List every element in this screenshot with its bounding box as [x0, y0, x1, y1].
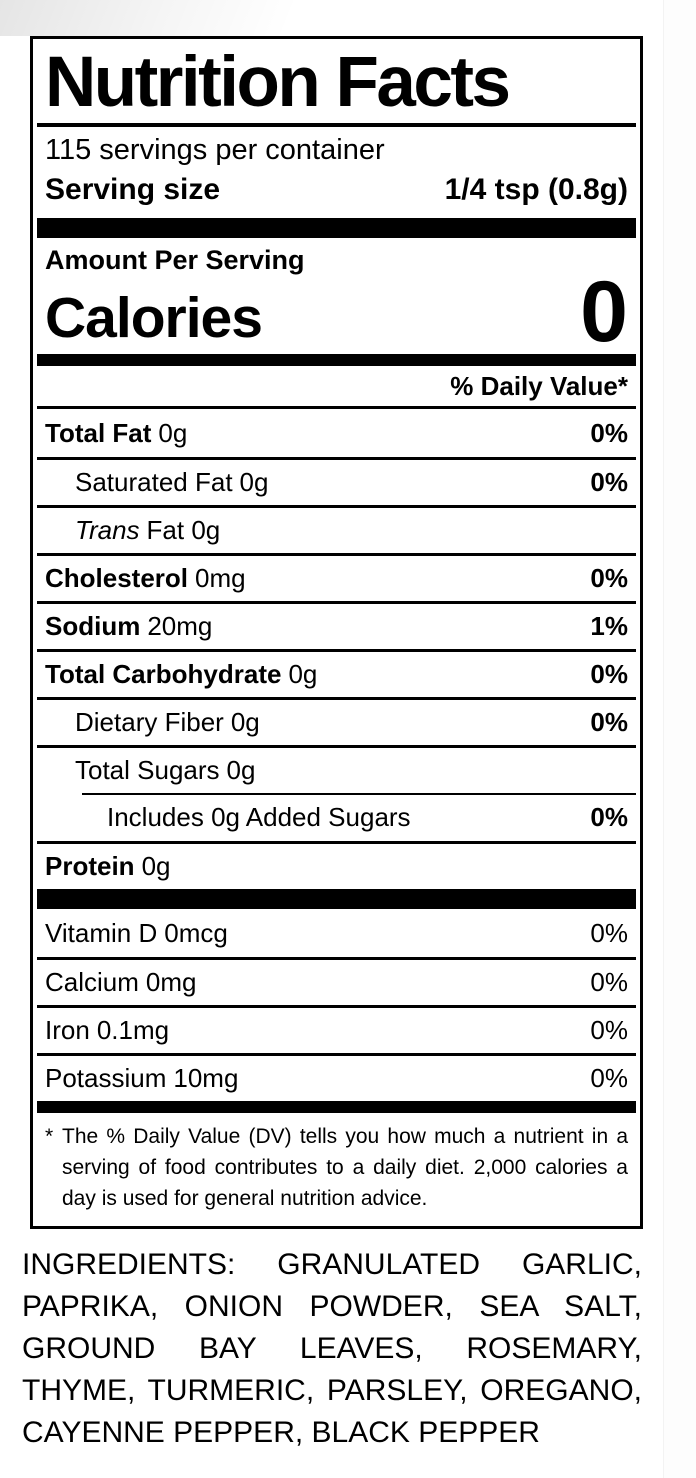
vitamin-amount: 0mcg — [164, 917, 228, 948]
vitamin-amount: 0.1mg — [96, 1015, 170, 1045]
nutrition-facts-label: Nutrition Facts 115 servings per contain… — [30, 36, 643, 1229]
nutrient-dv: 0% — [590, 801, 628, 832]
row-total-fat: Total Fat 0g 0% — [37, 409, 636, 457]
nutrient-name: Trans — [75, 515, 140, 545]
footnote-text: The % Daily Value (DV) tells you how muc… — [62, 1125, 628, 1210]
calories-row: Calories 0 — [45, 264, 628, 360]
nutrient-amount: 0g — [239, 467, 269, 497]
vitamin-amount: 0mg — [145, 967, 197, 997]
nutrient-dv: 0% — [590, 707, 628, 737]
nutrient-dv: 0% — [590, 563, 628, 593]
vitamin-dv: 0% — [590, 917, 628, 948]
title-rule — [37, 123, 636, 127]
nutrient-name: Total Carbohydrate — [45, 659, 282, 689]
nutrient-amount: 0mg — [195, 563, 246, 593]
nutrient-amount: 0g — [158, 417, 188, 448]
section-bar-thick — [37, 889, 636, 909]
top-shadow-artifact — [0, 0, 470, 36]
nutrient-dv: 0% — [590, 417, 628, 448]
vitamin-rows: Vitamin D 0mcg 0% Calcium 0mg 0% Iron 0.1mg… — [37, 909, 636, 1101]
row-trans-fat: Trans Fat 0g — [37, 505, 636, 553]
right-edge-artifact — [663, 0, 696, 1478]
daily-value-footnote: * The % Daily Value (DV) tells you how m… — [37, 1113, 636, 1226]
row-iron: Iron 0.1mg 0% — [37, 1005, 636, 1053]
vitamin-dv: 0% — [590, 1015, 628, 1045]
nutrient-amount: Fat 0g — [146, 515, 221, 545]
vitamin-dv: 0% — [590, 967, 628, 997]
nutrient-amount: 20mg — [147, 611, 213, 641]
nutrient-name: Dietary Fiber — [75, 707, 224, 737]
row-vitamin-d: Vitamin D 0mcg 0% — [37, 909, 636, 957]
nutrient-name: Includes 0g Added Sugars — [107, 801, 411, 832]
row-total-carbohydrate: Total Carbohydrate 0g 0% — [37, 649, 636, 697]
serving-size-row: Serving size 1/4 tsp (0.8g) — [45, 170, 628, 210]
row-saturated-fat: Saturated Fat 0g 0% — [37, 457, 636, 505]
row-added-sugars: Includes 0g Added Sugars 0% — [37, 793, 636, 841]
calories-label: Calories — [45, 286, 263, 350]
nutrient-rows: Total Fat 0g 0% Saturated Fat 0g 0% Trans F… — [37, 409, 636, 889]
row-cholesterol: Cholesterol 0mg 0% — [37, 553, 636, 601]
nutrient-name: Sodium — [45, 611, 141, 641]
section-bar-medium — [37, 354, 636, 366]
vitamin-name: Calcium — [45, 967, 139, 997]
nutrient-amount: 0g — [141, 851, 171, 881]
nutrient-name: Total Sugars — [75, 755, 220, 785]
vitamin-dv: 0% — [590, 1063, 628, 1093]
section-bar-medium — [37, 1101, 636, 1113]
nutrient-dv: 1% — [590, 611, 628, 641]
vitamin-amount: 10mg — [173, 1063, 239, 1093]
calories-value: 0 — [580, 264, 628, 360]
amount-per-serving-label: Amount Per Serving — [45, 245, 305, 275]
row-total-sugars: Total Sugars 0g — [37, 745, 636, 793]
row-sodium: Sodium 20mg 1% — [37, 601, 636, 649]
row-protein: Protein 0g — [37, 841, 636, 889]
serving-size-value: 1/4 tsp (0.8g) — [444, 173, 628, 206]
section-bar-thick — [37, 218, 636, 238]
vitamin-name: Iron — [45, 1015, 90, 1045]
nutrient-name: Total Fat — [45, 417, 152, 448]
label-title: Nutrition Facts — [45, 43, 511, 122]
nutrient-amount: 0g — [226, 755, 256, 785]
row-calcium: Calcium 0mg 0% — [37, 957, 636, 1005]
servings-per-container: 115 servings per container — [45, 134, 385, 166]
serving-size-label: Serving size — [45, 173, 221, 206]
nutrient-amount: 0g — [288, 659, 318, 689]
nutrient-amount: 0g — [230, 707, 260, 737]
daily-value-header: % Daily Value* — [37, 366, 636, 409]
nutrient-name: Saturated Fat — [75, 467, 233, 497]
nutrient-dv: 0% — [590, 659, 628, 689]
row-dietary-fiber: Dietary Fiber 0g 0% — [37, 697, 636, 745]
footnote-asterisk: * — [45, 1125, 54, 1148]
row-potassium: Potassium 10mg 0% — [37, 1053, 636, 1101]
nutrient-dv: 0% — [590, 467, 628, 497]
vitamin-name: Potassium — [45, 1063, 167, 1093]
ingredients-text: INGREDIENTS: GRANULATED GARLIC, PAPRIKA,… — [22, 1248, 642, 1449]
vitamin-name: Vitamin D — [45, 917, 158, 948]
nutrient-name: Cholesterol — [45, 563, 189, 593]
nutrient-name: Protein — [45, 851, 135, 881]
